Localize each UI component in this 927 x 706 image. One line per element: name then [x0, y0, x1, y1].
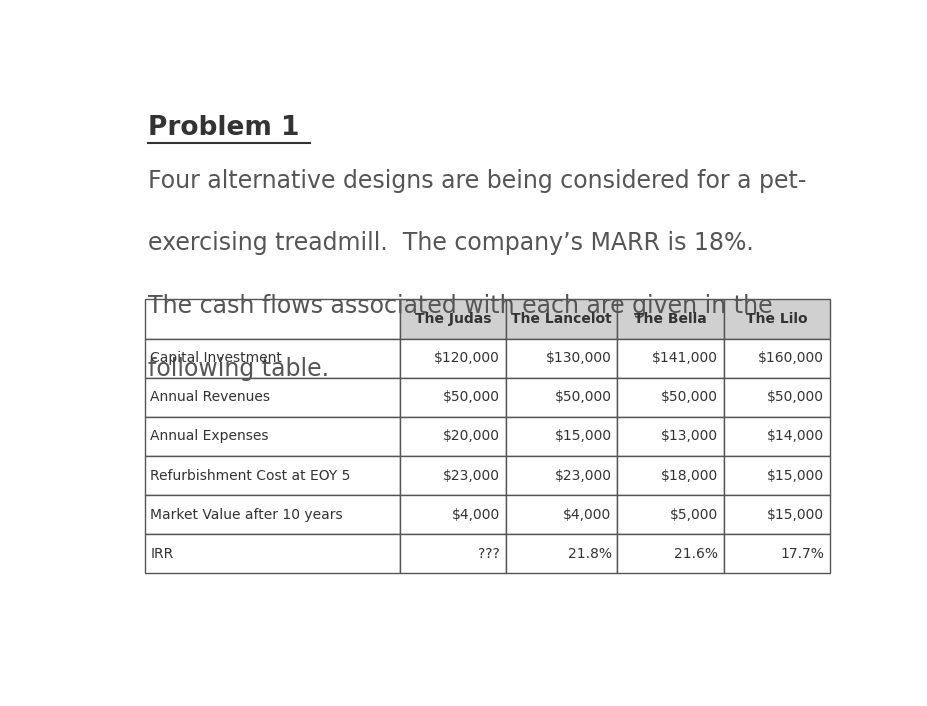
- Bar: [400, 456, 506, 495]
- Text: $23,000: $23,000: [443, 469, 501, 483]
- Text: following table.: following table.: [148, 357, 329, 381]
- Bar: [506, 417, 617, 456]
- Text: $50,000: $50,000: [661, 390, 717, 405]
- Text: $4,000: $4,000: [452, 508, 501, 522]
- Bar: [400, 495, 506, 534]
- Text: The Lilo: The Lilo: [746, 312, 807, 326]
- Text: The Bella: The Bella: [634, 312, 707, 326]
- Text: $4,000: $4,000: [564, 508, 612, 522]
- Text: 17.7%: 17.7%: [781, 547, 824, 561]
- Text: $23,000: $23,000: [554, 469, 612, 483]
- Text: $15,000: $15,000: [768, 508, 824, 522]
- Bar: [145, 339, 400, 378]
- Bar: [617, 456, 724, 495]
- Bar: [145, 417, 400, 456]
- Text: $5,000: $5,000: [669, 508, 717, 522]
- Text: IRR: IRR: [150, 547, 173, 561]
- Text: $20,000: $20,000: [443, 429, 501, 443]
- Text: Capital Investment: Capital Investment: [150, 351, 282, 365]
- Bar: [617, 299, 724, 339]
- Text: Four alternative designs are being considered for a pet-: Four alternative designs are being consi…: [148, 169, 806, 193]
- Bar: [145, 456, 400, 495]
- Bar: [724, 534, 830, 573]
- Bar: [506, 378, 617, 417]
- Bar: [145, 378, 400, 417]
- Bar: [724, 417, 830, 456]
- Bar: [617, 495, 724, 534]
- Bar: [400, 299, 506, 339]
- Bar: [145, 534, 400, 573]
- Bar: [145, 299, 400, 339]
- Bar: [617, 417, 724, 456]
- Text: exercising treadmill.  The company’s MARR is 18%.: exercising treadmill. The company’s MARR…: [148, 232, 754, 256]
- Text: $160,000: $160,000: [758, 351, 824, 365]
- Text: The Lancelot: The Lancelot: [512, 312, 612, 326]
- Bar: [145, 495, 400, 534]
- Text: 21.6%: 21.6%: [674, 547, 717, 561]
- Text: $130,000: $130,000: [546, 351, 612, 365]
- Bar: [617, 378, 724, 417]
- Bar: [400, 534, 506, 573]
- Text: Annual Expenses: Annual Expenses: [150, 429, 269, 443]
- Bar: [400, 378, 506, 417]
- Text: 21.8%: 21.8%: [567, 547, 612, 561]
- Text: Refurbishment Cost at EOY 5: Refurbishment Cost at EOY 5: [150, 469, 350, 483]
- Text: Annual Revenues: Annual Revenues: [150, 390, 271, 405]
- Bar: [506, 339, 617, 378]
- Text: The cash flows associated with each are given in the: The cash flows associated with each are …: [148, 294, 773, 318]
- Bar: [617, 534, 724, 573]
- Text: $15,000: $15,000: [554, 429, 612, 443]
- Bar: [724, 495, 830, 534]
- Bar: [400, 339, 506, 378]
- Bar: [506, 299, 617, 339]
- Text: $50,000: $50,000: [443, 390, 501, 405]
- Text: $18,000: $18,000: [661, 469, 717, 483]
- Bar: [506, 495, 617, 534]
- Text: The Judas: The Judas: [414, 312, 491, 326]
- Bar: [724, 339, 830, 378]
- Bar: [506, 534, 617, 573]
- Text: $50,000: $50,000: [554, 390, 612, 405]
- Text: Problem 1: Problem 1: [148, 114, 299, 140]
- Bar: [724, 378, 830, 417]
- Text: $13,000: $13,000: [661, 429, 717, 443]
- Bar: [617, 339, 724, 378]
- Bar: [724, 456, 830, 495]
- Bar: [400, 417, 506, 456]
- Text: $120,000: $120,000: [435, 351, 501, 365]
- Text: $14,000: $14,000: [768, 429, 824, 443]
- Text: ???: ???: [478, 547, 501, 561]
- Text: $50,000: $50,000: [768, 390, 824, 405]
- Bar: [724, 299, 830, 339]
- Text: $141,000: $141,000: [652, 351, 717, 365]
- Text: $15,000: $15,000: [768, 469, 824, 483]
- Text: Market Value after 10 years: Market Value after 10 years: [150, 508, 343, 522]
- Bar: [506, 456, 617, 495]
